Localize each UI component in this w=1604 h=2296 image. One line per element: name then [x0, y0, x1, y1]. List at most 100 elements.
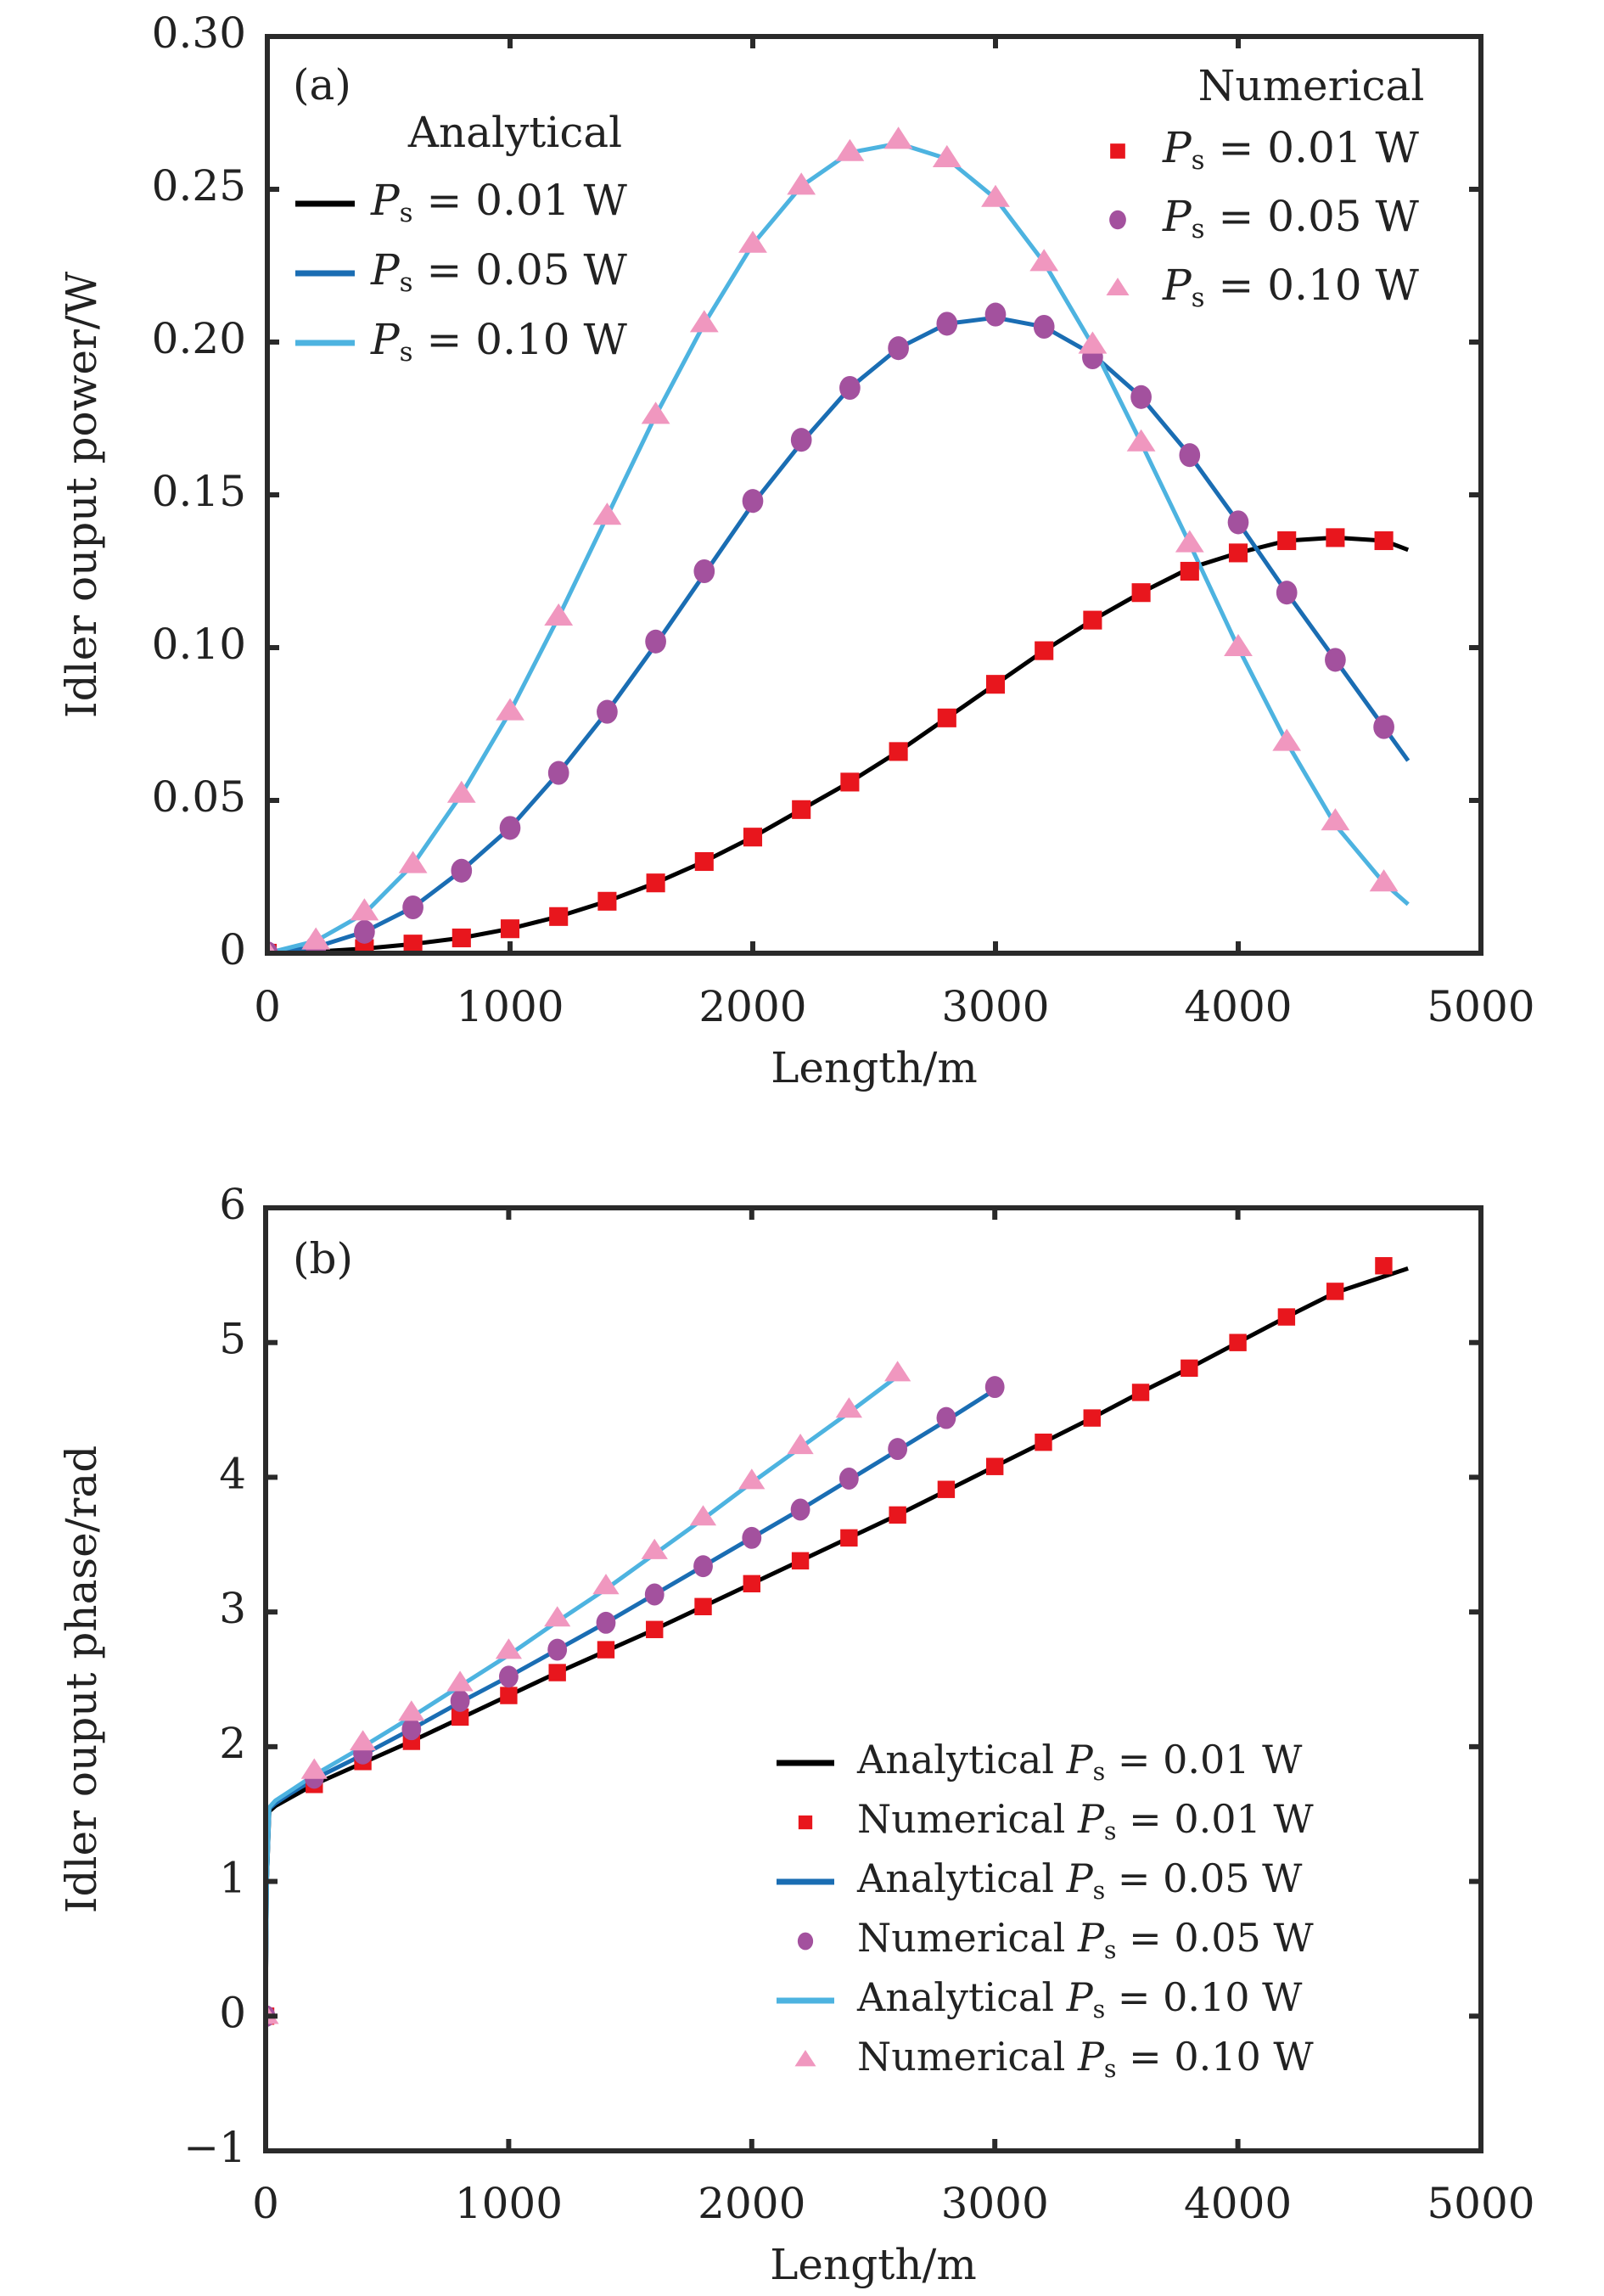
data-point-circle: [693, 559, 715, 584]
data-point-triangle: [1369, 869, 1399, 892]
legend-label-value: = 0.10 W: [1117, 2034, 1315, 2080]
legend-marker-triangle: [794, 2050, 816, 2067]
y-tick-label: 5: [219, 1315, 246, 1364]
series-group: [267, 126, 1411, 953]
legend-label-symbol: P: [1077, 2034, 1105, 2080]
legend-marker-circle: [1109, 210, 1126, 230]
y-tick-label: 1: [219, 1854, 246, 1903]
y-tick-label: 2: [219, 1719, 246, 1768]
legend-label: Numerical Ps = 0.05 W: [857, 1915, 1314, 1964]
data-point-square: [791, 1552, 810, 1570]
data-point-circle: [401, 1718, 422, 1741]
legend-marker-square: [1110, 143, 1125, 159]
data-point-square: [451, 1708, 469, 1726]
data-point-triangle: [1175, 530, 1204, 553]
legend-label: Analytical Ps = 0.10 W: [856, 1974, 1303, 2024]
data-point-square: [937, 708, 956, 727]
legend-title: Analytical: [407, 108, 622, 157]
x-axis-label: Length/m: [771, 1043, 978, 1092]
data-point-circle: [450, 1689, 470, 1712]
data-point-square: [1035, 641, 1054, 660]
data-point-square: [1277, 530, 1297, 551]
data-point-square: [1180, 561, 1199, 581]
data-point-square: [403, 935, 423, 953]
legend-label-symbol: P: [1162, 192, 1192, 241]
data-point-square: [743, 828, 763, 847]
y-tick-label: 0: [219, 1988, 246, 2037]
legend-label-subscript: s: [1192, 145, 1205, 176]
legend-label-subscript: s: [1192, 214, 1205, 244]
data-point-triangle: [1126, 429, 1156, 452]
data-point-square: [646, 873, 665, 893]
legend-entry: Ps = 0.05 W: [1109, 192, 1419, 244]
data-point-circle: [596, 1611, 616, 1634]
data-point-square: [1229, 1333, 1247, 1351]
legend-entry: Analytical Ps = 0.01 W: [777, 1737, 1303, 1786]
data-point-square: [1181, 1359, 1198, 1378]
y-tick-label: 0.15: [152, 467, 246, 516]
data-point-square: [597, 891, 617, 911]
legend-label: Ps = 0.10 W: [1162, 261, 1419, 313]
data-point-triangle: [544, 603, 574, 626]
axes-frame: [265, 34, 1483, 956]
legend-label-subscript: s: [400, 337, 413, 368]
data-point-circle: [1033, 314, 1055, 340]
data-point-triangle: [350, 898, 379, 921]
data-point-triangle: [301, 927, 331, 950]
x-tick-label: 1000: [456, 982, 564, 1031]
x-tick-label: 0: [252, 2179, 279, 2228]
data-point-triangle: [1321, 808, 1350, 831]
data-point-square: [597, 1641, 615, 1659]
legend-label-subscript: s: [1093, 1877, 1106, 1905]
legend-label-subscript: s: [1104, 1817, 1117, 1845]
data-point-square: [840, 772, 860, 792]
legend-label-symbol: P: [1162, 123, 1192, 172]
data-point-triangle: [883, 126, 913, 149]
legend-label-prefix: Numerical: [857, 1796, 1078, 1842]
data-point-triangle: [787, 172, 816, 195]
y-tick-label: 0.30: [152, 8, 246, 58]
x-tick-label: 1000: [455, 2179, 563, 2228]
legend-label-subscript: s: [1192, 283, 1205, 313]
data-point-circle: [936, 312, 958, 336]
y-tick-label: 0.05: [152, 772, 246, 822]
legend-label-prefix: Numerical: [857, 1915, 1078, 1961]
data-point-circle: [1227, 510, 1249, 535]
legend-label: Numerical Ps = 0.10 W: [857, 2034, 1314, 2083]
x-tick-label: 2000: [698, 982, 806, 1031]
data-point-square: [646, 1620, 664, 1638]
legend-entry: Numerical Ps = 0.01 W: [798, 1796, 1314, 1845]
data-point-triangle: [1272, 728, 1302, 751]
data-point-square: [1375, 1257, 1393, 1275]
data-point-triangle: [738, 1468, 766, 1490]
data-point-circle: [402, 895, 423, 920]
panel-a-power-chart: 0 1000 2000 3000 4000 5000 0 0.05 0.10 0.15 0.20 0.…: [57, 8, 1535, 1092]
data-point-square: [1035, 1433, 1052, 1451]
data-point-circle: [984, 302, 1007, 327]
legend-entry: Numerical Ps = 0.10 W: [794, 2034, 1314, 2083]
data-point-circle: [644, 1583, 665, 1606]
data-point-triangle: [496, 698, 524, 721]
y-tick-label: 0.20: [152, 314, 246, 363]
markers-numerical_0-01: [266, 1257, 1393, 2025]
legend-label-prefix: Analytical: [856, 1737, 1067, 1782]
series-line-analytical_0-01: [267, 535, 1410, 953]
data-point-triangle: [641, 1538, 668, 1559]
legend-label: Ps = 0.01 W: [370, 176, 627, 228]
x-tick-label: 3000: [941, 982, 1049, 1031]
legend-label-subscript: s: [400, 267, 413, 298]
data-point-square: [889, 1506, 906, 1524]
legend-label-symbol: P: [370, 176, 401, 225]
legend-label-value: = 0.05 W: [413, 245, 628, 295]
series-line-analytical_0-05: [267, 315, 1411, 953]
data-point-square: [355, 939, 374, 953]
data-point-circle: [790, 1498, 810, 1521]
markers-numerical_0-10: [266, 1361, 911, 2024]
data-point-square: [1083, 610, 1102, 630]
x-tick-label: 4000: [1184, 982, 1292, 1031]
data-point-square: [840, 1529, 858, 1547]
x-tick-label: 0: [254, 982, 281, 1031]
